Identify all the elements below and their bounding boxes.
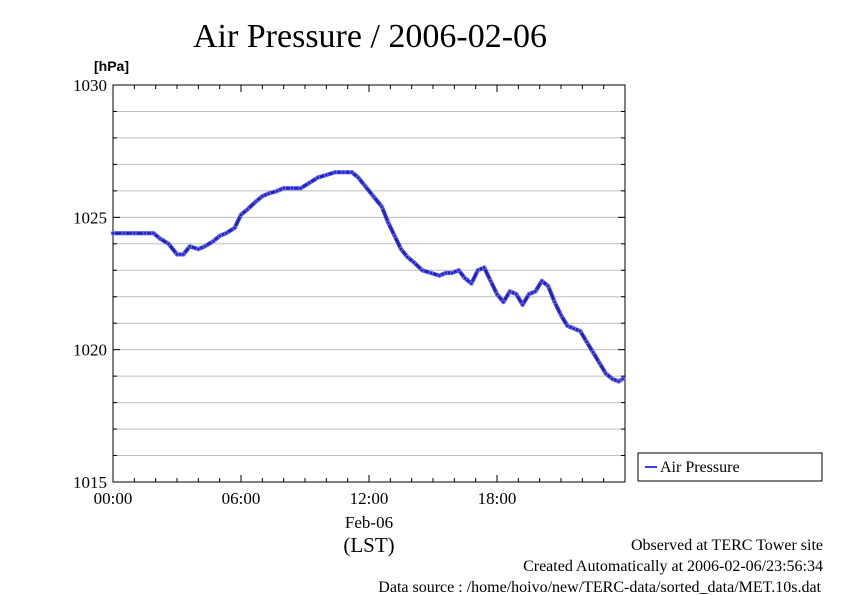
legend-label: Air Pressure xyxy=(660,459,740,476)
series-point xyxy=(181,252,186,257)
series-point xyxy=(507,289,513,294)
series-point xyxy=(298,185,304,191)
series-point xyxy=(577,328,583,334)
series-point xyxy=(603,371,609,376)
series-point xyxy=(462,275,468,281)
series-point xyxy=(428,270,434,276)
series-point xyxy=(166,241,171,247)
series-point xyxy=(494,291,500,297)
y-tick-label: 1020 xyxy=(73,341,107,360)
series-point xyxy=(174,252,180,257)
series-point xyxy=(526,291,532,297)
series-point xyxy=(481,265,487,270)
series-point xyxy=(223,230,229,236)
series-point xyxy=(341,170,346,175)
series-point xyxy=(202,244,207,249)
series-point xyxy=(356,175,361,180)
x-tick-label: 06:00 xyxy=(222,489,261,508)
series-point xyxy=(132,230,137,236)
series-point xyxy=(565,323,570,329)
x-tick-label: 12:00 xyxy=(350,489,389,508)
series-point xyxy=(232,225,237,231)
series-point xyxy=(260,193,265,199)
series-point xyxy=(597,360,602,366)
series-point xyxy=(620,376,626,382)
series-point xyxy=(211,238,216,244)
series-point xyxy=(253,199,259,204)
series-point xyxy=(616,379,621,384)
series-point xyxy=(110,230,116,236)
series-point xyxy=(405,254,410,260)
series-point xyxy=(475,268,481,273)
series-point xyxy=(420,268,425,273)
series-point xyxy=(157,236,163,241)
series-point xyxy=(371,193,376,199)
series-point xyxy=(571,326,577,331)
x-date-label: Feb-06 xyxy=(345,513,393,532)
chart-title: Air Pressure / 2006-02-06 xyxy=(193,18,547,55)
series-point xyxy=(456,268,461,273)
footer-line-2: Created Automatically at 2006-02-06/23:5… xyxy=(523,558,823,575)
series-point xyxy=(187,244,193,249)
series-point xyxy=(332,170,338,175)
series-point xyxy=(238,212,244,217)
series-point xyxy=(385,220,391,225)
series-point xyxy=(469,281,474,286)
series-point xyxy=(513,291,519,297)
series-layer xyxy=(110,170,626,384)
series-point xyxy=(398,246,404,252)
x-tick-label: 00:00 xyxy=(94,489,133,508)
series-point xyxy=(289,185,295,191)
plot-frame xyxy=(112,84,626,483)
series-point xyxy=(379,204,385,209)
series-point xyxy=(307,180,312,186)
x-axis-label: (LST) xyxy=(343,533,394,557)
series-point xyxy=(245,207,250,212)
series-point xyxy=(501,299,506,305)
series-point xyxy=(539,278,545,284)
series-point xyxy=(488,278,493,284)
series-point xyxy=(609,376,615,382)
series-point xyxy=(552,299,557,305)
series-point xyxy=(281,185,287,191)
series-point xyxy=(558,313,564,318)
legend: Air Pressure xyxy=(637,452,823,482)
series-point xyxy=(520,302,525,308)
y-tick-label: 1025 xyxy=(73,208,107,227)
y-axis-label: [hPa] xyxy=(94,58,129,74)
series-point xyxy=(392,233,397,239)
series-point xyxy=(151,230,156,236)
series-point xyxy=(142,230,148,236)
series-point xyxy=(584,339,589,345)
series-point xyxy=(217,233,222,239)
series-point xyxy=(121,230,126,236)
series-point xyxy=(362,183,368,188)
x-tick-label: 18:00 xyxy=(478,489,517,508)
series-point xyxy=(315,175,321,180)
y-tick-label: 1030 xyxy=(73,76,107,95)
axis-ticks: 1015 1020 1025 1030 00:00 06:00 12:00 18:00 xyxy=(73,76,626,508)
series-point xyxy=(411,260,417,265)
series-point xyxy=(196,246,201,252)
legend-box xyxy=(637,452,823,482)
series-point xyxy=(533,289,538,294)
series-point xyxy=(266,191,272,196)
y-tick-label: 1015 xyxy=(73,473,107,492)
series-point xyxy=(437,273,442,278)
series-point xyxy=(349,170,355,175)
grid xyxy=(113,110,625,457)
series-point xyxy=(545,283,551,289)
footer-line-3: Data source : /home/hoivo/new/TERC-data/… xyxy=(378,579,821,595)
footer-line-1: Observed at TERC Tower site xyxy=(631,537,823,554)
series-point xyxy=(324,172,329,178)
series-point xyxy=(443,270,449,276)
series-point xyxy=(590,350,596,355)
series-point xyxy=(449,270,455,276)
series-point xyxy=(275,188,280,194)
